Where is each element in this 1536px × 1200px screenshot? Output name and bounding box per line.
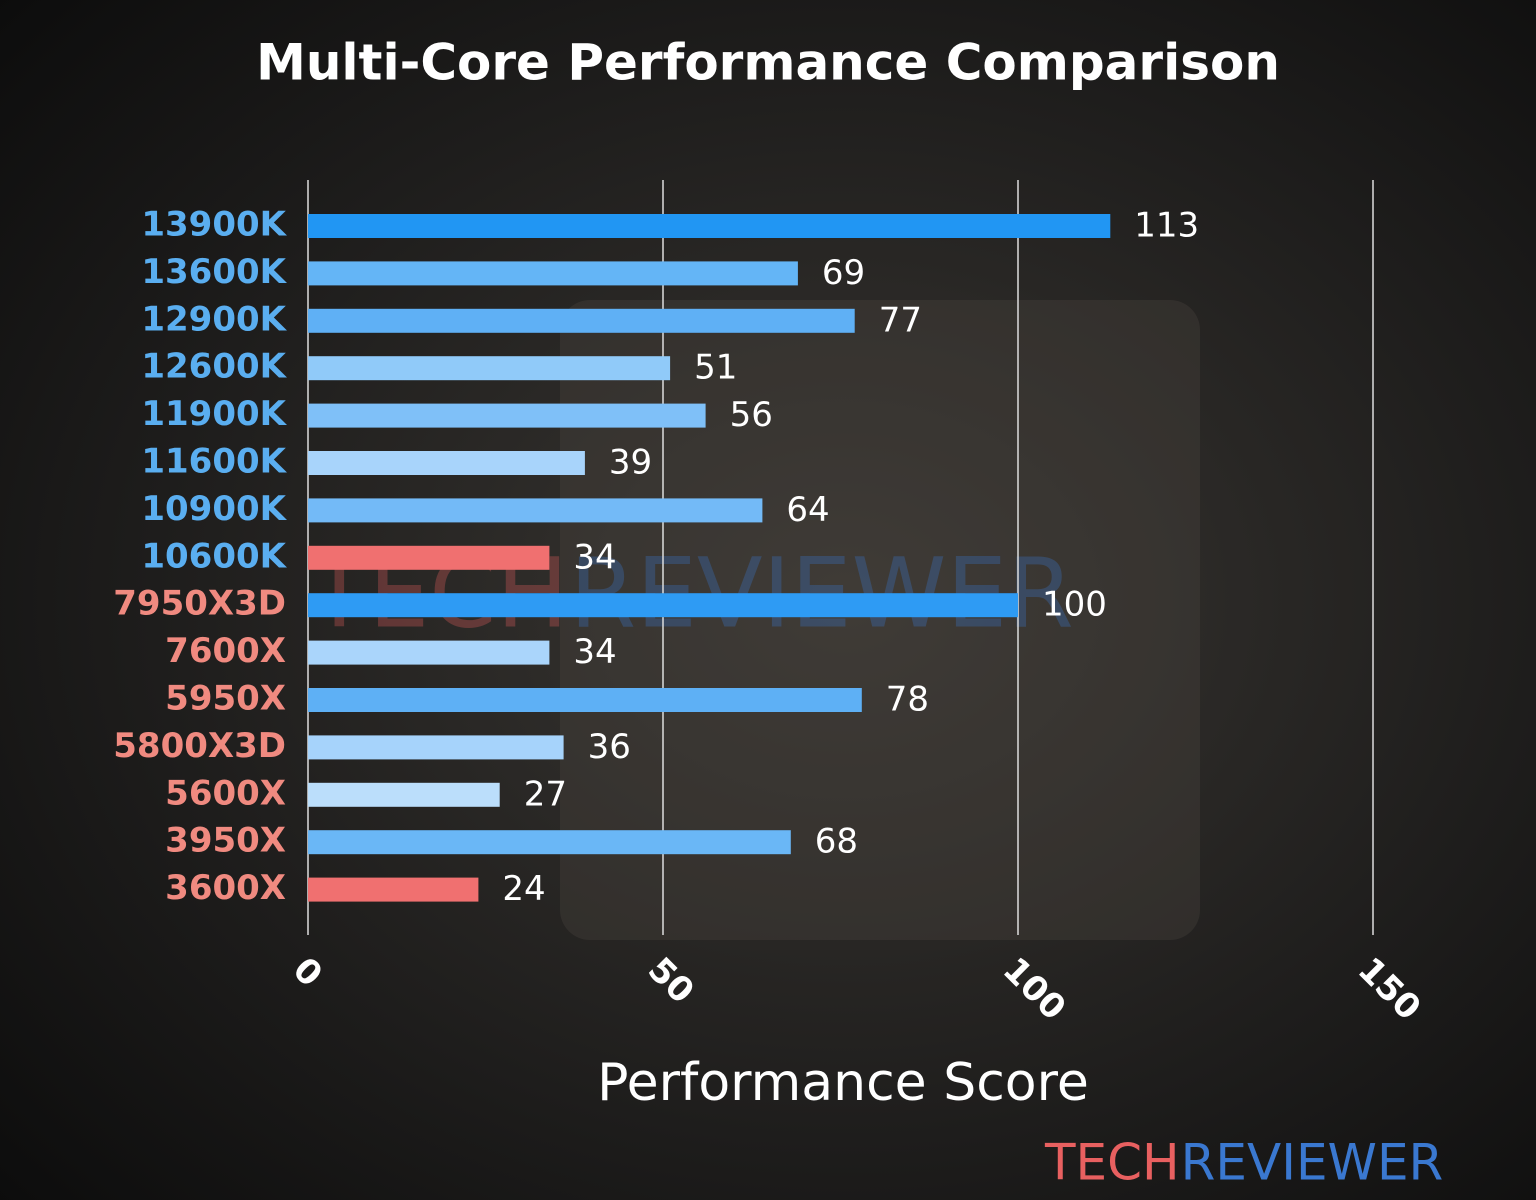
value-label: 68 (815, 822, 858, 862)
bar (308, 688, 862, 712)
y-tick-label: 3600X (165, 868, 286, 908)
bar (308, 356, 671, 381)
value-label: 27 (524, 774, 567, 814)
y-tick-label: 5600X (165, 773, 286, 813)
bar (308, 735, 564, 760)
bar (308, 261, 798, 286)
y-tick-label: 10600K (141, 536, 287, 576)
bar (308, 877, 479, 902)
bar (308, 403, 706, 428)
bar (308, 830, 791, 855)
value-label: 34 (573, 537, 616, 577)
value-label: 39 (609, 443, 652, 483)
chart-title: Multi-Core Performance Comparison (256, 34, 1280, 92)
watermark-part: REVIEWER (1181, 1134, 1444, 1192)
bar (308, 545, 550, 570)
y-tick-label: 11900K (141, 394, 287, 434)
bar (308, 308, 855, 333)
y-tick-label: 7950X3D (113, 584, 286, 624)
background-chip (560, 300, 1200, 940)
bar (308, 214, 1111, 238)
y-tick-label: 12600K (141, 347, 287, 387)
y-tick-label: 7600X (165, 631, 286, 671)
value-label: 100 (1042, 585, 1107, 625)
value-label: 64 (786, 490, 829, 530)
y-tick-label: 12900K (141, 299, 287, 339)
bar (308, 782, 500, 807)
bar (308, 593, 1018, 618)
y-tick-label: 11600K (141, 442, 287, 482)
value-label: 36 (588, 727, 631, 767)
x-axis-label: Performance Score (597, 1053, 1089, 1113)
value-label: 69 (822, 253, 865, 293)
y-tick-label: 3950X (165, 821, 286, 861)
watermark-part: TECH (1044, 1134, 1180, 1192)
value-label: 51 (694, 348, 737, 388)
y-tick-label: 5950X (165, 679, 286, 719)
value-label: 77 (879, 300, 922, 340)
value-label: 56 (730, 395, 773, 435)
bar (308, 640, 550, 665)
y-tick-label: 13600K (141, 252, 287, 292)
bar (308, 451, 585, 475)
value-label: 78 (886, 680, 929, 720)
y-tick-label: 5800X3D (113, 726, 286, 766)
y-tick-label: 13900K (141, 205, 287, 245)
bar (308, 498, 763, 523)
y-tick-label: 10900K (141, 489, 287, 529)
value-label: 34 (573, 632, 616, 672)
watermark: TECH REVIEWER (1044, 1134, 1443, 1192)
value-label: 24 (502, 869, 545, 909)
value-label: 113 (1134, 206, 1199, 246)
